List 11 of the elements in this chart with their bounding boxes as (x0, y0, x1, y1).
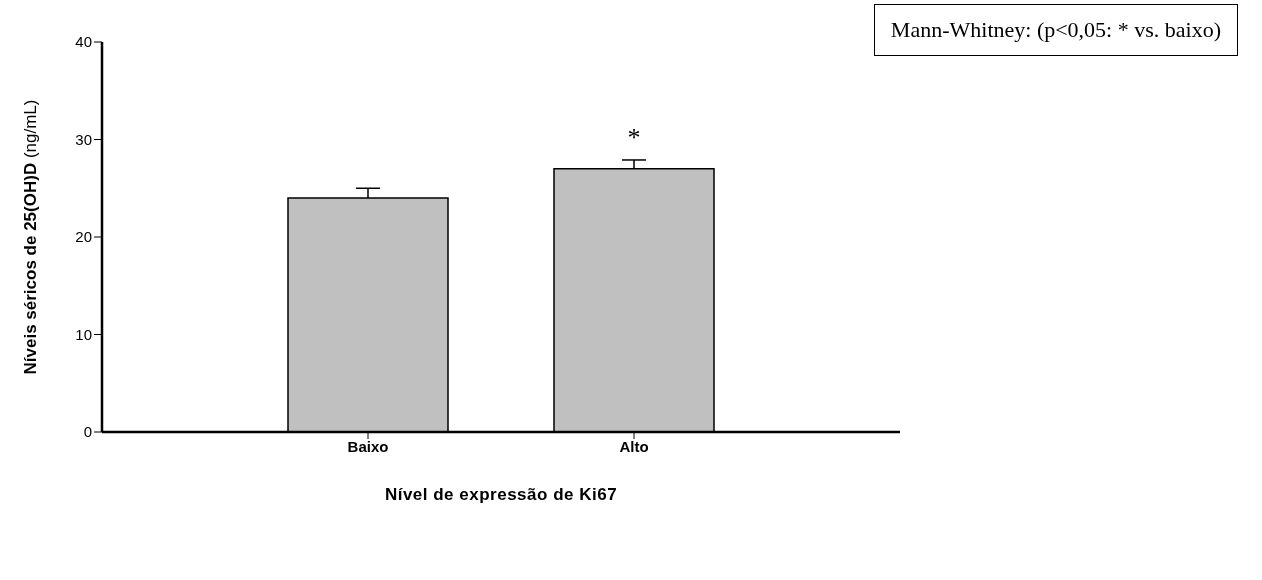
x-tick-label: Baixo (347, 437, 389, 455)
x-axis-title: Nível de expressão de Ki67 (384, 485, 618, 504)
y-tick-label: 30 (75, 130, 92, 148)
annotation: * (627, 122, 641, 152)
y-tick-label: 40 (75, 33, 92, 51)
y-tick-label: 10 (75, 325, 92, 343)
y-tick-label: 0 (83, 423, 92, 441)
x-tick-label: Alto (619, 437, 649, 455)
annotation: Mann-Whitney: (p<0,05: * vs. baixo) (873, 4, 1238, 56)
y-axis-title: Níveis séricos de 25(OH)D (ng/mL) (21, 99, 40, 375)
y-tick-label: 20 (75, 228, 92, 246)
